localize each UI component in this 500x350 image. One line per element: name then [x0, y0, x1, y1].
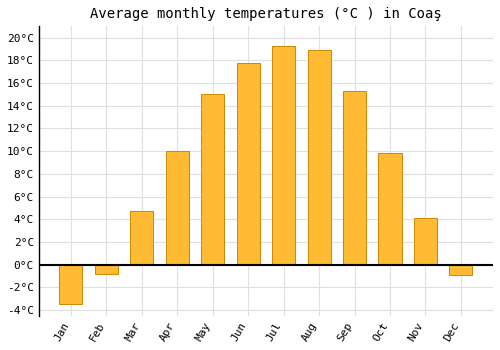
Bar	[201, 94, 224, 265]
Bar	[414, 218, 437, 265]
Bar	[95, 265, 118, 274]
Bar	[130, 211, 154, 265]
Title: Average monthly temperatures (°C ) in Coaş: Average monthly temperatures (°C ) in Co…	[90, 7, 442, 21]
Bar	[166, 151, 189, 265]
Bar	[272, 46, 295, 265]
Bar	[236, 63, 260, 265]
Bar	[343, 91, 366, 265]
Bar	[60, 265, 82, 304]
Bar	[378, 153, 402, 265]
Bar	[450, 265, 472, 275]
Bar	[308, 50, 330, 265]
